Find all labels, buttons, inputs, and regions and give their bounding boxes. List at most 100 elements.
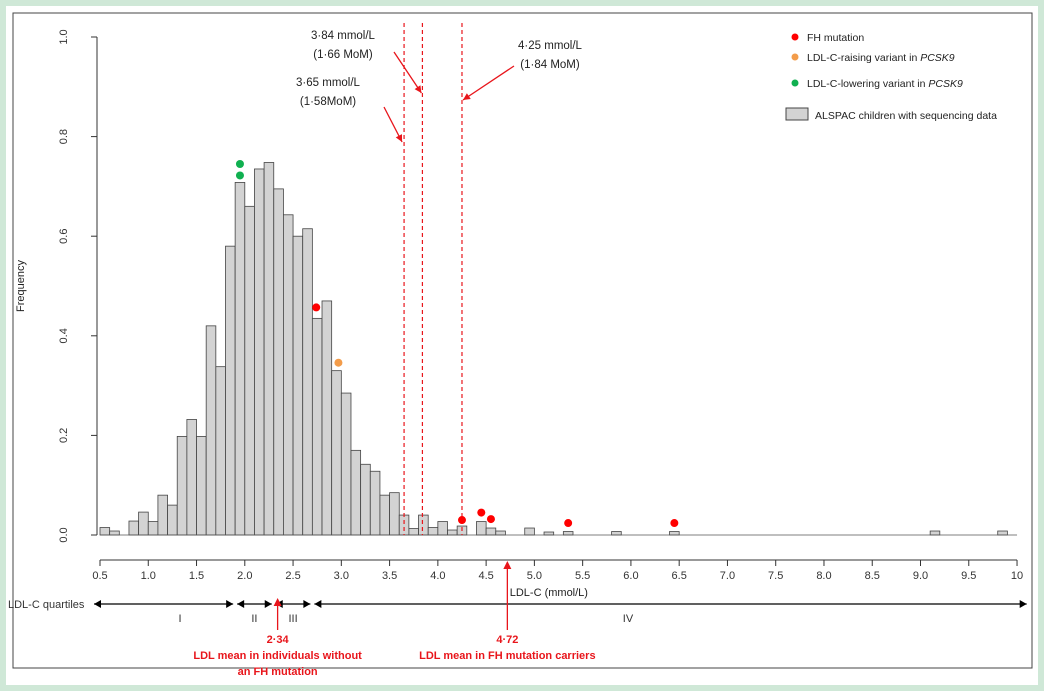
annotation-arrowhead <box>462 93 471 100</box>
x-tick-label: 9.0 <box>913 570 928 582</box>
y-tick-label: 1.0 <box>58 29 70 44</box>
histogram-bar <box>186 419 197 536</box>
histogram-bar <box>408 528 419 536</box>
histogram-bar <box>292 235 304 536</box>
x-tick-label: 0.5 <box>92 570 107 582</box>
histogram-bar <box>398 514 410 536</box>
data-point-red <box>477 508 486 517</box>
histogram-bar <box>109 530 120 536</box>
legend-swatch <box>785 107 809 121</box>
threshold-label-mom: (1·58MoM) <box>300 96 356 108</box>
quartile-arrow-right <box>264 600 272 608</box>
mean-description: LDL mean in individuals without <box>193 650 362 662</box>
histogram-bar <box>669 531 680 536</box>
quartile-arrow-left <box>94 600 101 608</box>
threshold-label-mom: (1·66 MoM) <box>313 49 373 61</box>
histogram-bar <box>997 530 1008 536</box>
histogram-bar <box>234 182 246 536</box>
x-axis-title: LDL-C (mmol/L) <box>510 587 588 599</box>
legend-label: ALSPAC children with sequencing data <box>815 110 997 122</box>
threshold-label: 3·84 mmol/L <box>311 30 376 42</box>
histogram-bar <box>331 370 342 536</box>
mean-value: 4·72 <box>496 634 518 646</box>
histogram-bar <box>196 435 207 536</box>
legend-label: LDL-C-lowering variant in PCSK9 <box>807 78 963 90</box>
histogram-bar <box>369 470 381 536</box>
y-tick-label: 0.6 <box>58 229 70 244</box>
annotation-arrow-line <box>462 65 515 101</box>
histogram-bar <box>128 520 140 536</box>
histogram-bar <box>263 162 275 536</box>
x-tick-label: 1.5 <box>189 570 204 582</box>
plot-border <box>12 12 1033 669</box>
x-tick-label: 6.5 <box>672 570 687 582</box>
histogram-bar <box>215 366 226 536</box>
histogram-bar <box>167 504 178 536</box>
histogram-bar <box>476 521 487 536</box>
histogram-bar <box>389 492 400 536</box>
x-tick-label: 1.0 <box>141 570 156 582</box>
x-tick-label: 9.5 <box>961 570 976 582</box>
data-point-red <box>670 519 679 528</box>
annotation-arrowhead <box>414 85 422 93</box>
histogram-bar <box>283 214 294 536</box>
quartile-arrow-right <box>1019 600 1027 608</box>
data-point-red <box>457 516 466 525</box>
y-tick-label: 0.2 <box>58 428 70 443</box>
chart-frame: 0.0 0.2 0.4 0.6 0.8 1.0 Frequency 3·65 mmol/L (1… <box>6 6 1038 685</box>
legend-marker-green <box>791 79 799 87</box>
data-point-red <box>312 303 321 312</box>
legend-label: LDL-C-raising variant in PCSK9 <box>807 52 955 64</box>
histogram-bar <box>360 463 371 536</box>
x-tick-label: 8.0 <box>816 570 831 582</box>
x-tick-label: 6.0 <box>623 570 638 582</box>
histogram-bar <box>340 392 352 536</box>
histogram-bar <box>524 527 535 536</box>
y-tick-label: 0.0 <box>58 527 70 542</box>
histogram-bar <box>138 511 149 536</box>
mean-arrowhead <box>273 598 282 606</box>
histogram-bar <box>350 449 362 536</box>
quartile-name: II <box>251 613 257 625</box>
histogram-bar <box>302 228 313 536</box>
histogram-bar <box>495 530 506 536</box>
histogram-bar <box>157 494 168 536</box>
histogram-bar <box>273 188 284 536</box>
histogram-bar <box>562 531 574 536</box>
histogram-bar <box>485 527 497 536</box>
quartile-arrow-right <box>303 600 311 608</box>
histogram-bar <box>379 494 390 536</box>
x-tick-label: 7.5 <box>768 570 783 582</box>
data-point-green <box>235 159 244 168</box>
y-tick-label: 0.4 <box>58 328 70 343</box>
x-tick-label: 10 <box>1011 570 1023 582</box>
mean-description-line2: an FH mutation <box>238 666 318 678</box>
histogram-bar <box>225 245 236 536</box>
quartile-arrow-right <box>226 600 234 608</box>
histogram-bar <box>543 531 555 536</box>
histogram-bar <box>418 514 429 536</box>
y-tick-label: 0.8 <box>58 129 70 144</box>
mean-description: LDL mean in FH mutation carriers <box>419 650 595 662</box>
annotation-arrow-line <box>393 51 422 94</box>
legend-marker-red <box>791 33 799 41</box>
histogram-bar <box>244 205 255 536</box>
threshold-label: 4·25 mmol/L <box>518 40 583 52</box>
histogram-bar <box>147 521 159 536</box>
legend-marker-orange <box>791 53 799 61</box>
data-point-orange <box>334 358 343 367</box>
histogram-bar <box>427 527 439 536</box>
legend-label: FH mutation <box>807 32 864 44</box>
histogram-bar <box>611 531 622 536</box>
mean-arrowhead <box>503 561 512 569</box>
quartile-arrow-left <box>314 600 322 608</box>
threshold-label-mom: (1·84 MoM) <box>520 59 580 71</box>
x-tick-label: 5.0 <box>527 570 542 582</box>
quartile-arrow-left <box>237 600 245 608</box>
x-tick-label: 8.5 <box>865 570 880 582</box>
x-tick-label: 2.5 <box>285 570 300 582</box>
data-point-green <box>235 171 244 180</box>
threshold-label: 3·65 mmol/L <box>296 77 361 89</box>
histogram-bar <box>99 527 111 536</box>
histogram-bar <box>321 300 333 536</box>
